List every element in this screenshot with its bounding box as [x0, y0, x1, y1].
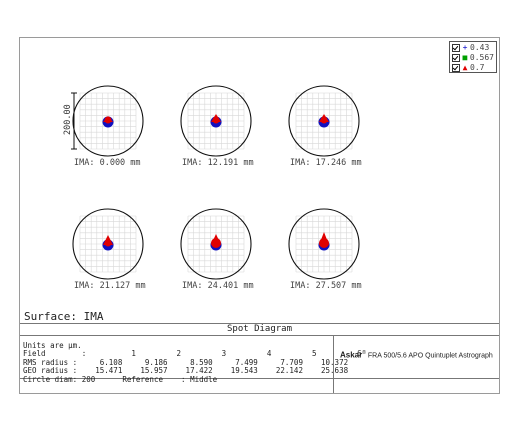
info-panel: Spot Diagram Units are µm. Field : 1 2 3…: [20, 323, 499, 393]
rms-row: RMS radius : 6.108 9.186 8.590 7.499 7.7…: [23, 357, 349, 367]
wavelength-legend: + 0.43 ■ 0.567 ▲ 0.7: [449, 41, 497, 73]
field-label: IMA: 21.127 mm: [74, 281, 146, 291]
spot-red-core: [212, 116, 220, 124]
legend-label: 0.43: [470, 43, 490, 52]
spot-plot-area: IMA: 0.000 mm IMA: 12.191 mm IMA: 17.246 m…: [63, 85, 362, 291]
field-label: IMA: 0.000 mm: [74, 158, 141, 168]
triangle-marker-icon: ▲: [462, 63, 468, 72]
spot-red-core: [104, 116, 112, 124]
checkbox-icon[interactable]: [452, 44, 460, 52]
checkbox-icon[interactable]: [452, 64, 460, 72]
panel-title: Spot Diagram: [226, 324, 293, 334]
legend-label: 0.567: [469, 53, 494, 62]
legend-item-2[interactable]: ■ 0.567: [452, 53, 494, 63]
field-label: IMA: 24.401 mm: [182, 281, 254, 291]
scale-label: 200.00: [63, 104, 73, 135]
geo-row: GEO radius : 15.471 15.957 17.422 19.543…: [23, 366, 349, 376]
reference-circle: [180, 208, 252, 280]
legend-item-1[interactable]: + 0.43: [452, 43, 494, 53]
reference-circle: [72, 85, 144, 157]
field-row: Field : 1 2 3 4 5 6: [23, 349, 362, 359]
spot-red-core: [319, 238, 329, 248]
square-marker-icon: ■: [462, 53, 468, 62]
field-label: IMA: 27.507 mm: [290, 281, 362, 291]
spot-red-core: [104, 239, 112, 247]
lens-description: FRA 500/5.6 APO Quintuplet Astrograph: [365, 352, 493, 360]
field-label: IMA: 17.246 mm: [290, 158, 362, 168]
checkbox-icon[interactable]: [452, 54, 460, 62]
lens-title: Askar® FRA 500/5.6 APO Quintuplet Astrog…: [340, 350, 493, 359]
reference-circle: [288, 208, 360, 280]
units-text: Units are µm.: [23, 341, 82, 350]
reference-circle: [288, 85, 360, 157]
spot-red-core: [211, 238, 221, 248]
spot-diagram-window: IMA: 0.000 mm IMA: 12.191 mm IMA: 17.246 m…: [19, 37, 500, 394]
circle-row: Circle diam: 200 Reference : Middle: [23, 374, 218, 384]
reference-circle: [180, 85, 252, 157]
legend-item-3[interactable]: ▲ 0.7: [452, 63, 494, 73]
spot-statistics: Units are µm. Field : 1 2 3 4 5 6 RMS ra…: [23, 341, 362, 384]
legend-label: 0.7: [470, 63, 485, 72]
surface-label: Surface: IMA: [24, 310, 104, 323]
field-label: IMA: 12.191 mm: [182, 158, 254, 168]
brand-mark: ®: [362, 350, 366, 356]
spot-red-core: [320, 116, 328, 124]
plus-marker-icon: +: [462, 43, 468, 52]
brand-name: Askar: [340, 350, 363, 360]
reference-circle: [72, 208, 144, 280]
